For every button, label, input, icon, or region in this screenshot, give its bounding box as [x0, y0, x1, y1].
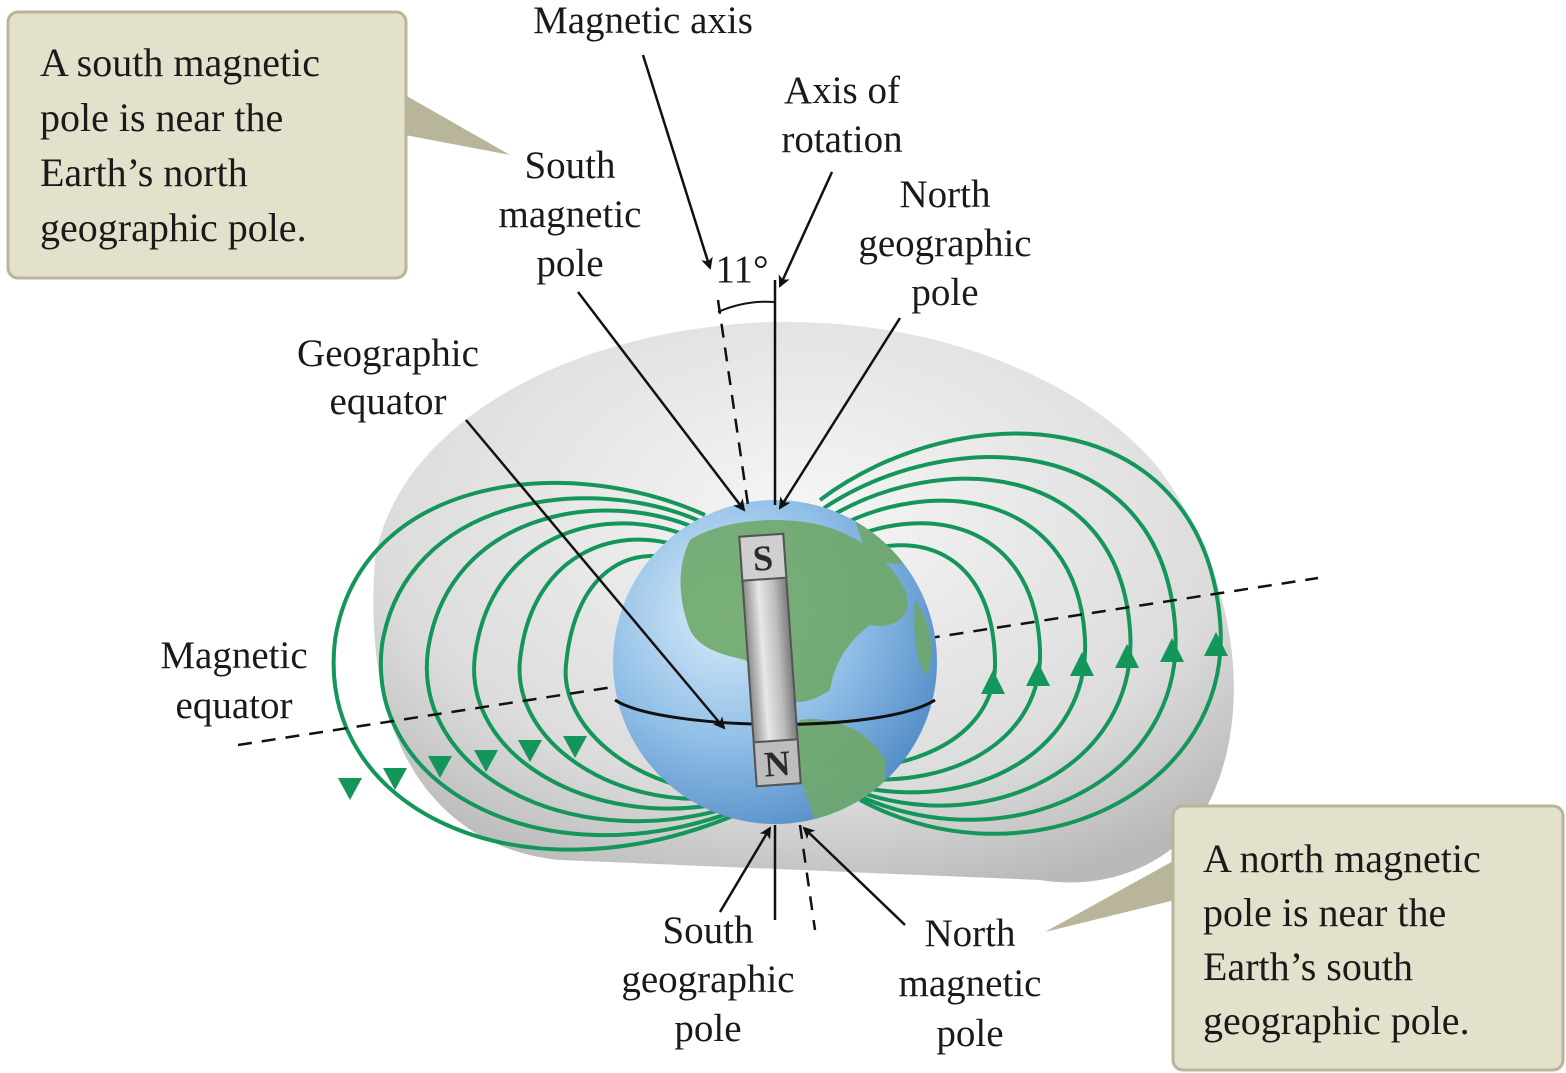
- field-line: [826, 476, 1133, 808]
- label-geographic-equator-line-1: Geographic: [297, 332, 479, 375]
- field-line: [378, 496, 733, 837]
- callout-pointer: [405, 95, 510, 155]
- field-line: [818, 431, 1223, 836]
- label-axis-of-rotation-line-1: Axis of: [784, 69, 900, 112]
- field-arrow: [981, 670, 1005, 694]
- label-geographic-equator-line-2: equator: [330, 380, 447, 423]
- bar-north-letter: N: [763, 743, 792, 785]
- field-arrow: [428, 756, 452, 778]
- callout-bottom-right-line-1: A north magnetic: [1203, 836, 1481, 881]
- field-line: [835, 521, 1043, 782]
- callout-bottom-right-line-2: pole is near the: [1203, 890, 1446, 935]
- arrow-south-magnetic-pole: [577, 291, 746, 512]
- callout-pointer: [1045, 860, 1175, 932]
- field-line: [472, 521, 725, 811]
- field-line: [563, 554, 717, 794]
- label-north-magnetic-pole-line-2: magnetic: [899, 962, 1042, 1005]
- label-north-geographic-pole-line-1: North: [900, 173, 991, 216]
- field-arrow: [518, 740, 542, 762]
- callout-top-left-line-3: Earth’s north: [40, 150, 248, 195]
- arrow-north-geographic-pole: [778, 317, 902, 510]
- field-arrow: [1115, 644, 1139, 668]
- magnetic-axis-dashed-bottom: [798, 824, 817, 931]
- angle-arc: [717, 300, 776, 313]
- callout-top-left-line-4: geographic pole.: [40, 205, 307, 250]
- callout-bottom-right-line-3: Earth’s south: [1203, 944, 1413, 989]
- callout-bottom-right: A north magnetic pole is near the Earth’…: [1045, 804, 1565, 1072]
- arrow-south-geographic-pole: [718, 826, 772, 913]
- callout-top-left-line-1: A south magnetic: [40, 40, 320, 85]
- callout-top-left-line-2: pole is near the: [40, 95, 283, 140]
- bar-magnet: S N: [738, 532, 802, 788]
- left-field-arrows: [338, 736, 587, 800]
- magnetic-axis-dashed-top: [716, 299, 750, 506]
- field-arrow: [474, 750, 498, 772]
- field-line: [831, 498, 1088, 795]
- arrow-axis-of-rotation: [778, 171, 834, 288]
- label-north-magnetic-pole-line-1: North: [925, 912, 1016, 955]
- field-arrow: [1160, 638, 1184, 662]
- left-field-lines: [331, 481, 736, 852]
- label-south-geographic-pole-line-1: South: [662, 909, 753, 952]
- label-angle: 11°: [715, 248, 768, 291]
- field-line: [331, 481, 736, 852]
- field-arrow: [383, 768, 407, 790]
- callout-bottom-right-line-4: geographic pole.: [1203, 998, 1470, 1043]
- label-south-geographic-pole-line-3: pole: [674, 1007, 741, 1050]
- callout-top-left: A south magnetic pole is near the Earth’…: [6, 10, 510, 280]
- leader-arrows: [465, 54, 906, 926]
- arrow-north-magnetic-pole: [802, 826, 906, 926]
- field-line: [839, 543, 998, 772]
- label-magnetic-equator-line-2: equator: [176, 684, 293, 727]
- field-arrow: [1204, 632, 1228, 656]
- field-arrow: [338, 778, 362, 800]
- field-arrow: [563, 736, 587, 758]
- label-south-magnetic-pole-line-3: pole: [536, 242, 603, 285]
- arrow-magnetic-axis: [641, 54, 713, 270]
- label-north-geographic-pole-line-2: geographic: [858, 222, 1031, 265]
- label-south-geographic-pole-line-2: geographic: [621, 958, 794, 1001]
- label-south-magnetic-pole-line-1: South: [524, 144, 615, 187]
- arrow-geographic-equator: [465, 419, 726, 730]
- field-line: [517, 537, 721, 801]
- right-field-arrows: [981, 632, 1228, 694]
- field-line: [822, 455, 1178, 822]
- label-south-magnetic-pole-line-2: magnetic: [499, 193, 642, 236]
- label-axis-of-rotation-line-2: rotation: [781, 118, 902, 161]
- label-magnetic-equator-line-1: Magnetic: [160, 634, 307, 677]
- right-field-lines: [818, 431, 1223, 836]
- field-arrow: [1070, 652, 1094, 676]
- africa-edge-land: [914, 600, 932, 675]
- label-north-magnetic-pole-line-3: pole: [936, 1012, 1003, 1055]
- label-north-geographic-pole-line-3: pole: [911, 271, 978, 314]
- north-america-land: [680, 520, 908, 702]
- bar-south-letter: S: [751, 538, 774, 579]
- label-magnetic-axis: Magnetic axis: [533, 0, 753, 42]
- field-line: [424, 508, 729, 824]
- field-arrow: [1026, 662, 1050, 686]
